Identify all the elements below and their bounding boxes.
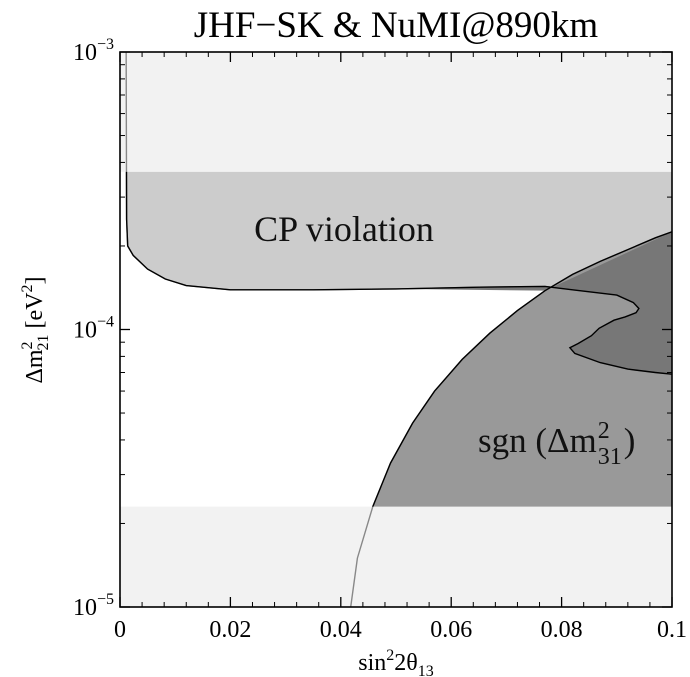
cp-violation-label: CP violation [254, 209, 434, 249]
x-tick-label: 0.04 [320, 617, 362, 643]
x-tick-label: 0.06 [430, 617, 472, 643]
sgn-region [372, 231, 672, 507]
overlap-region [396, 231, 672, 375]
excluded-bands [120, 52, 672, 607]
y-axis-label: Δm221 [eV2] [19, 276, 52, 383]
x-tick-label: 0.08 [541, 617, 583, 643]
x-tick-label: 0.1 [657, 617, 687, 643]
cp-violation-contour [125, 171, 672, 375]
y-tick-label: 10−5 [73, 591, 114, 621]
sgn-label: sgn (Δm2 31) [478, 418, 635, 470]
band-1 [120, 506, 672, 607]
x-axis-label: sin22θ13 [358, 647, 434, 677]
y-axis: 10−3 10−4 10−5 [73, 36, 672, 621]
y-tick-label: 10−4 [73, 314, 114, 344]
band-0 [120, 52, 672, 172]
x-tick-label: 0.02 [209, 617, 251, 643]
sgn-contour [372, 231, 672, 507]
x-tick-label: 0 [114, 617, 126, 643]
y-tick-label: 10−3 [73, 36, 114, 66]
x-axis: 0 0.02 0.04 0.06 0.08 0.1 [114, 52, 687, 643]
cp-violation-region [126, 171, 672, 375]
chart-title: JHF−SK & NuMI@890km [193, 5, 599, 46]
